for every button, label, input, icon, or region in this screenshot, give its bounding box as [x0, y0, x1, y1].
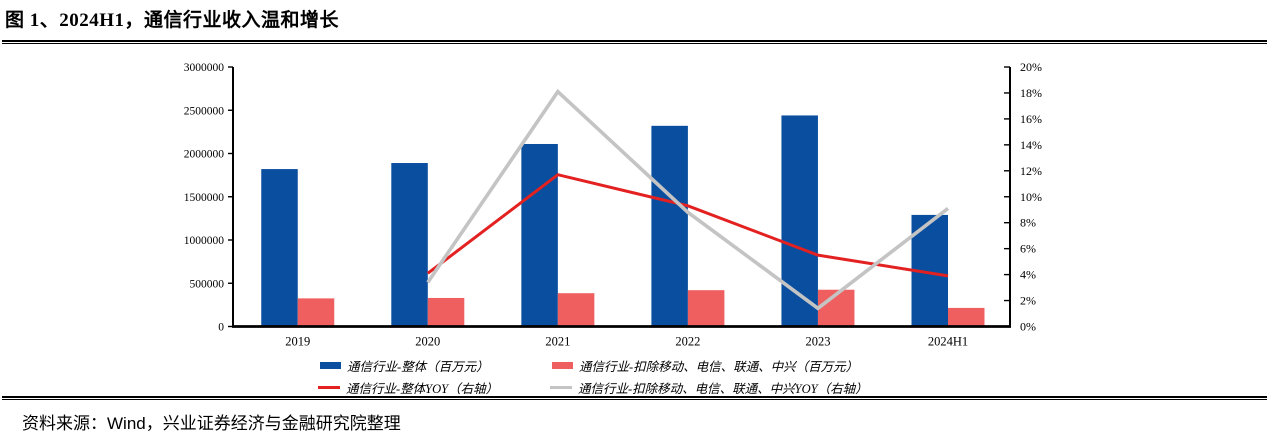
legend-label: 通信行业-整体YOY（右轴）	[346, 382, 499, 396]
right-axis-tick: 16%	[1020, 112, 1042, 126]
right-axis-tick: 20%	[1020, 60, 1042, 74]
legend-label: 通信行业-整体（百万元）	[347, 360, 489, 374]
bar-2021-series1	[557, 293, 595, 327]
left-axis-tick: 2000000	[184, 149, 225, 161]
x-axis-tick: 2023	[805, 335, 830, 349]
source-text: 资料来源：Wind，兴业证券经济与金融研究院整理	[22, 414, 401, 433]
bar-2024H1-series1	[948, 307, 985, 327]
x-axis-tick: 2020	[415, 335, 440, 349]
chart-region: 0 500000 1000000 1500000 2000000 2500000 30000…	[0, 44, 1269, 396]
chart-canvas: 0 500000 1000000 1500000 2000000 2500000 30000…	[184, 60, 1042, 349]
x-axis-tick: 2021	[545, 335, 570, 349]
legend-item-line-total-yoy: 通信行业-整体YOY（右轴）	[318, 378, 498, 397]
legend-swatch-line-total-yoy	[318, 386, 340, 389]
right-axis-tick: 8%	[1020, 216, 1036, 230]
right-axis-tick: 0%	[1020, 320, 1036, 334]
right-axis-tick: 4%	[1020, 268, 1036, 282]
legend-item-bar-total: 通信行业-整体（百万元）	[320, 356, 489, 375]
bar-2020-series1	[427, 297, 465, 327]
left-axis-tick: 2500000	[184, 105, 225, 117]
legend-item-bar-excl: 通信行业-扣除移动、电信、联通、中兴（百万元）	[552, 356, 858, 375]
bar-2022-series1	[687, 290, 725, 327]
right-axis-tick: 2%	[1020, 294, 1036, 308]
lines-layer	[426, 88, 950, 311]
bar-2019-series0	[261, 169, 298, 327]
line-series1	[426, 88, 950, 311]
legend-swatch-line-excl-yoy	[550, 386, 572, 389]
right-axis-tick: 10%	[1020, 190, 1042, 204]
line-series0	[426, 173, 949, 278]
x-axis-tick: 2019	[285, 335, 310, 349]
legend-swatch-bar-total	[320, 362, 341, 369]
left-axis-tick: 0	[218, 322, 224, 334]
right-axis-tick: 6%	[1020, 242, 1036, 256]
bars-layer	[261, 115, 985, 327]
axes	[232, 67, 1011, 328]
right-axis-tick: 18%	[1020, 86, 1042, 100]
x-axis-tick: 2024H1	[928, 335, 968, 349]
page-title: 图 1、2024H1，通信行业收入温和增长	[5, 10, 340, 31]
bar-2020-series0	[391, 163, 428, 327]
bar-2021-series0	[521, 143, 558, 327]
right-axis-tick: 14%	[1020, 138, 1042, 152]
right-axis-tick: 12%	[1020, 164, 1042, 178]
title-divider	[2, 40, 1267, 44]
left-axis-tick: 500000	[190, 278, 225, 290]
legend-item-line-excl-yoy: 通信行业-扣除移动、电信、联通、中兴YOY（右轴）	[550, 378, 868, 397]
footer-divider	[2, 396, 1267, 400]
left-axis-tick: 1500000	[184, 192, 225, 204]
legend-swatch-bar-excl	[552, 362, 573, 369]
bar-2019-series1	[297, 298, 335, 327]
left-axis-tick: 1000000	[184, 235, 225, 247]
left-axis-tick: 3000000	[184, 62, 225, 74]
bar-2023-series0	[781, 115, 818, 327]
legend-label: 通信行业-扣除移动、电信、联通、中兴（百万元）	[579, 360, 859, 374]
legend-label: 通信行业-扣除移动、电信、联通、中兴YOY（右轴）	[578, 382, 868, 396]
bar-2022-series0	[651, 125, 688, 327]
axis-labels: 0 500000 1000000 1500000 2000000 2500000 30000…	[184, 60, 1042, 349]
x-axis-tick: 2022	[675, 335, 700, 349]
